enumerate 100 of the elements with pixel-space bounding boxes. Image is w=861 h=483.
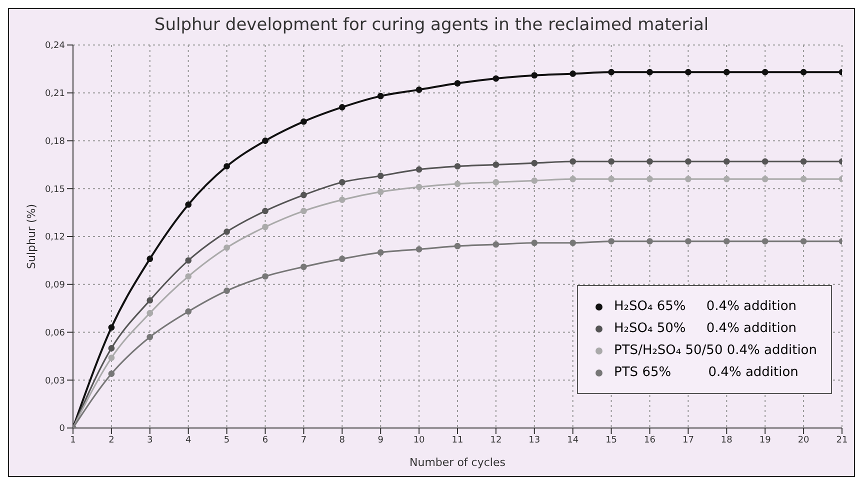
point bbox=[108, 345, 115, 352]
point bbox=[338, 256, 346, 262]
point bbox=[685, 68, 692, 76]
point bbox=[262, 208, 268, 214]
point bbox=[685, 158, 692, 165]
point bbox=[531, 72, 538, 79]
y-tick-label: 0,09 bbox=[44, 280, 66, 291]
point bbox=[108, 370, 115, 377]
point bbox=[416, 166, 422, 173]
x-tick-label: 4 bbox=[185, 435, 192, 446]
x-axis-title: Number of cycles bbox=[410, 456, 506, 469]
x-tick-label: 1 bbox=[70, 435, 76, 446]
point bbox=[416, 86, 422, 93]
point bbox=[185, 273, 192, 280]
chart-title: Sulphur development for curing agents in the reclaimed material bbox=[153, 14, 710, 37]
point bbox=[531, 160, 538, 166]
point bbox=[570, 70, 576, 77]
point bbox=[146, 297, 154, 304]
point bbox=[492, 75, 500, 82]
point bbox=[300, 118, 307, 125]
point bbox=[800, 238, 807, 244]
point bbox=[262, 224, 268, 230]
point bbox=[262, 273, 268, 280]
y-tick-label: 0,06 bbox=[44, 328, 66, 338]
point bbox=[146, 256, 154, 262]
point bbox=[224, 244, 230, 251]
point bbox=[108, 324, 115, 331]
point bbox=[723, 238, 730, 244]
point bbox=[108, 354, 115, 361]
point bbox=[454, 242, 461, 250]
x-tick-label: 11 bbox=[452, 435, 464, 446]
point bbox=[685, 176, 692, 182]
point bbox=[300, 192, 307, 198]
point bbox=[185, 201, 192, 208]
point bbox=[300, 208, 307, 214]
y-tick-label: 0 bbox=[59, 424, 66, 434]
point bbox=[762, 68, 768, 76]
point bbox=[185, 308, 192, 315]
point bbox=[377, 172, 384, 180]
point bbox=[800, 68, 807, 76]
point bbox=[685, 238, 692, 244]
point bbox=[338, 196, 346, 203]
point bbox=[646, 68, 653, 76]
point bbox=[416, 184, 422, 190]
point bbox=[224, 228, 230, 235]
point bbox=[531, 177, 538, 184]
y-tick-label: 0,12 bbox=[44, 232, 65, 243]
point bbox=[800, 158, 807, 165]
point bbox=[300, 264, 307, 270]
legend-label: PTS/H₂SO₄ 50/50 0.4% addition bbox=[614, 343, 817, 358]
legend-label: H₂SO₄ 50% 0.4% addition bbox=[614, 321, 797, 336]
point bbox=[608, 68, 614, 76]
point bbox=[570, 158, 576, 165]
point bbox=[608, 176, 614, 182]
x-tick-label: 7 bbox=[300, 435, 307, 446]
y-tick-label: 0,18 bbox=[44, 136, 66, 147]
x-tick-label: 3 bbox=[147, 435, 153, 446]
x-tick-label: 17 bbox=[682, 435, 694, 446]
point bbox=[377, 249, 384, 256]
x-tick-label: 6 bbox=[262, 435, 268, 446]
point bbox=[224, 163, 230, 170]
point bbox=[416, 246, 422, 252]
x-tick-label: 19 bbox=[759, 435, 772, 446]
x-tick-label: 18 bbox=[720, 435, 733, 446]
point bbox=[608, 238, 614, 244]
legend-label: H₂SO₄ 65% 0.4% addition bbox=[614, 299, 797, 314]
y-tick-label: 0,15 bbox=[44, 184, 65, 195]
point bbox=[338, 179, 346, 186]
point bbox=[646, 176, 653, 182]
x-tick-label: 21 bbox=[836, 435, 848, 446]
y-tick-label: 0,03 bbox=[44, 376, 65, 386]
x-tick-label: 10 bbox=[413, 435, 426, 446]
point bbox=[262, 138, 268, 144]
x-tick-label: 13 bbox=[528, 435, 540, 446]
point bbox=[492, 241, 500, 248]
point bbox=[454, 180, 461, 188]
point bbox=[492, 179, 500, 186]
point bbox=[570, 240, 576, 246]
x-tick-label: 16 bbox=[644, 435, 656, 446]
x-tick-label: 9 bbox=[378, 435, 384, 446]
point bbox=[762, 158, 768, 165]
point bbox=[723, 176, 730, 182]
point bbox=[185, 257, 192, 264]
point bbox=[762, 238, 768, 244]
point bbox=[377, 188, 384, 196]
point bbox=[646, 238, 653, 244]
x-tick-label: 20 bbox=[798, 435, 810, 446]
point bbox=[570, 176, 576, 182]
y-tick-label: 0,24 bbox=[44, 41, 66, 52]
point bbox=[454, 80, 461, 86]
legend-label: PTS 65% 0.4% addition bbox=[614, 365, 798, 380]
point bbox=[531, 240, 538, 246]
point bbox=[146, 334, 154, 340]
point bbox=[492, 161, 500, 168]
x-tick-label: 2 bbox=[108, 435, 114, 446]
point bbox=[454, 163, 461, 170]
point bbox=[800, 176, 807, 182]
point bbox=[338, 104, 346, 110]
x-tick-label: 5 bbox=[224, 435, 230, 446]
x-tick-label: 8 bbox=[339, 435, 346, 446]
